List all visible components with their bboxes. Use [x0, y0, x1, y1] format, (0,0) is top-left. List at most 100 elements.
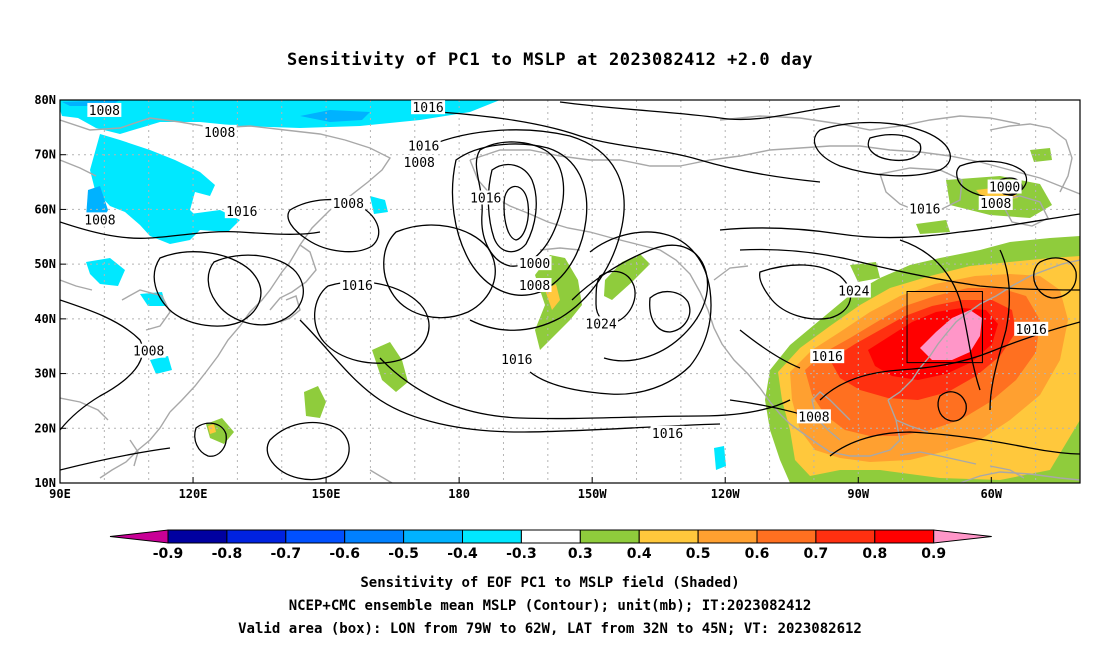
shading-cyan-blob-south: [150, 356, 172, 374]
colorbar-low-extend: [109, 529, 169, 544]
colorbar-label: -0.7: [270, 546, 301, 562]
contour-label-bg: [82, 212, 117, 227]
lon-label: 90W: [847, 487, 869, 501]
longitude-labels: 90E 120E 150E 180 150W 120W 90W 60W: [49, 477, 1003, 501]
colorbar-cell: [403, 529, 464, 544]
contour-label: 1008: [89, 104, 120, 119]
contour-label-bg: [202, 124, 237, 139]
lat-label: 70N: [34, 148, 56, 162]
contour-label-bg: [340, 278, 375, 293]
contour-label-bg: [584, 316, 619, 331]
contour-label-bg: [468, 190, 503, 205]
lon-label: 120E: [179, 487, 208, 501]
contour-label: 1016: [412, 101, 443, 116]
shading-pacific-green-4: [304, 386, 326, 418]
colorbar-high-extend: [933, 529, 992, 544]
shading-pacific-yellow-2: [208, 424, 216, 434]
lat-label: 60N: [34, 202, 56, 216]
map-frame: [59, 99, 1081, 484]
contour-label: 1024: [838, 285, 869, 300]
contour-label: 1008: [133, 345, 164, 360]
colorbar-cell: [462, 529, 522, 544]
contour-label: 1008: [333, 197, 364, 212]
lon-label: 180: [448, 487, 470, 501]
contour-label: 1016: [812, 350, 843, 365]
contour-label: 1016: [909, 202, 940, 217]
sensitivity-shading: [60, 100, 1080, 483]
lon-label: 60W: [980, 487, 1002, 501]
contour-label-bg: [836, 283, 871, 298]
contour-label-bg: [411, 100, 446, 115]
lon-label: 150W: [578, 487, 608, 501]
contour-labels: 1008100810161016100810161008101610081000…: [82, 100, 1049, 442]
colorbar-label: 0.3: [568, 546, 593, 562]
contour-label-bg: [406, 138, 441, 153]
shading-pacific-green-2: [604, 254, 650, 300]
contour-label-bg: [517, 278, 552, 293]
colorbar-cell: [520, 529, 581, 544]
lat-label: 40N: [34, 312, 56, 326]
shading-north-green-2: [1030, 148, 1052, 162]
colorbar-label: 0.7: [803, 546, 828, 562]
contour-label-bg: [517, 256, 552, 271]
contour-label: 1008: [204, 126, 235, 141]
lat-label: 80N: [34, 93, 56, 107]
colorbar-cell: [697, 529, 758, 544]
contour-label: 1008: [980, 197, 1011, 212]
caption-valid-area: Valid area (box): LON from 79W to 62W, L…: [238, 621, 862, 637]
colorbar-label: 0.9: [921, 546, 946, 562]
shading-cyan-blob-mexico: [714, 446, 726, 470]
colorbar-label: -0.6: [329, 546, 360, 562]
caption-shading: Sensitivity of EOF PC1 to MSLP field (Sh…: [360, 575, 740, 591]
colorbar-cell: [638, 529, 699, 544]
colorbar-cell: [344, 529, 405, 544]
contour-label: 1016: [226, 205, 257, 220]
colorbar-cell: [579, 529, 640, 544]
lon-label: 90E: [49, 487, 71, 501]
contour-label-bg: [650, 425, 685, 440]
shading-arctic-cyan: [60, 100, 500, 134]
lat-label: 20N: [34, 421, 56, 435]
contour-label-bg: [796, 409, 831, 424]
colorbar-label: -0.4: [447, 546, 478, 562]
shading-cyan-blob-west: [86, 258, 125, 286]
contour-label-bg: [331, 195, 366, 210]
caption-contour: NCEP+CMC ensemble mean MSLP (Contour); u…: [288, 598, 812, 614]
colorbar-label: -0.3: [506, 546, 537, 562]
contour-label: 1024: [585, 317, 616, 332]
contour-label: 1000: [989, 181, 1020, 196]
colorbar-cell: [226, 529, 287, 544]
colorbar-cell: [285, 529, 346, 544]
colorbar-cell: [756, 529, 817, 544]
contour-label-bg: [978, 195, 1013, 210]
colorbar-label: 0.4: [627, 546, 652, 562]
shading-siberia-cyan-2: [128, 160, 162, 196]
colorbar: -0.9 -0.8 -0.7 -0.6 -0.5 -0.4 -0.3 0.3 0.4 0.5 0.6…: [109, 529, 992, 562]
colorbar-label: -0.9: [153, 546, 184, 562]
colorbar-cell: [815, 529, 876, 544]
contour-label-bg: [810, 349, 845, 364]
contour-label: 1016: [501, 353, 532, 368]
contour-label-bg: [499, 351, 534, 366]
colorbar-label: 0.5: [686, 546, 711, 562]
colorbar-label: 0.8: [862, 546, 887, 562]
colorbar-cell: [167, 529, 228, 544]
contour-label-bg: [131, 343, 166, 358]
contour-label: 1008: [519, 279, 550, 294]
contour-label: 1016: [652, 427, 683, 442]
lat-label: 30N: [34, 367, 56, 381]
contour-label-bg: [224, 204, 259, 219]
chart-title: Sensitivity of PC1 to MSLP at 2023082412…: [286, 50, 813, 70]
contour-label: 1000: [519, 257, 550, 272]
contour-label-bg: [402, 154, 437, 169]
contour-label: 1008: [798, 410, 829, 425]
shading-arctic-lightblue: [300, 110, 370, 122]
contour-label: 1016: [470, 191, 501, 206]
contour-label: 1016: [1016, 323, 1047, 338]
lat-label: 50N: [34, 257, 56, 271]
contour-label-bg: [87, 102, 122, 117]
lon-label: 120W: [711, 487, 741, 501]
contour-label-bg: [1014, 321, 1049, 336]
contour-label-bg: [907, 201, 942, 216]
